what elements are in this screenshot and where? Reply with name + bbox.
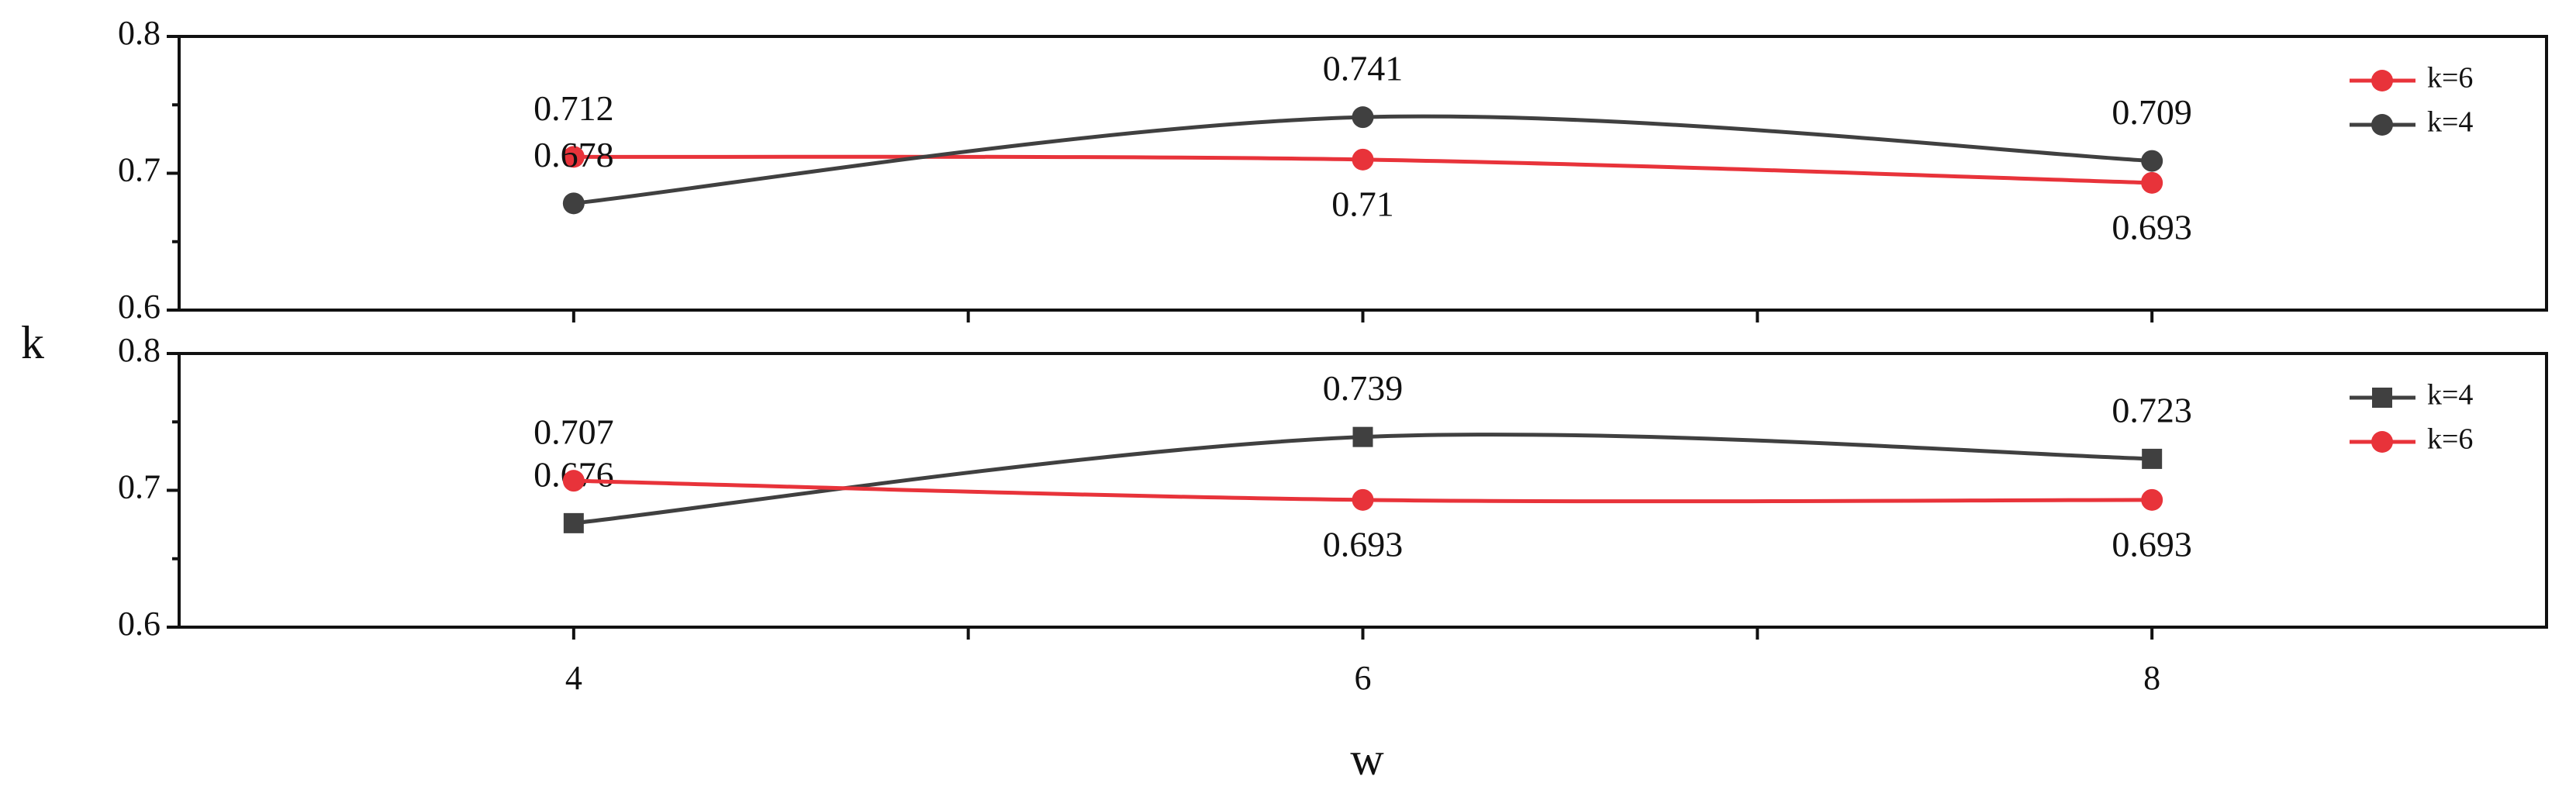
data-label: 0.723: [2112, 390, 2192, 429]
y-axis-label: k: [21, 317, 44, 368]
legend-marker: [2371, 431, 2393, 453]
point: [2141, 171, 2163, 194]
y-tick-label: 0.7: [118, 468, 161, 506]
point: [1352, 106, 1374, 129]
data-label: 0.678: [534, 135, 614, 174]
y-tick-label: 0.6: [118, 605, 161, 643]
point: [2141, 150, 2163, 172]
data-label: 0.693: [2112, 207, 2192, 247]
point: [1352, 426, 1373, 447]
data-label: 0.739: [1323, 368, 1404, 408]
x-axis-label: w: [1350, 733, 1384, 785]
point: [2142, 448, 2163, 469]
data-label: 0.693: [1323, 524, 1404, 564]
point: [562, 146, 585, 168]
data-label: 0.741: [1323, 49, 1404, 88]
point: [563, 512, 584, 533]
legend-label: k=6: [2427, 62, 2473, 95]
data-label: 0.707: [534, 412, 614, 452]
y-tick-label: 0.8: [118, 14, 161, 52]
data-label: 0.71: [1331, 184, 1394, 223]
legend-label: k=6: [2427, 423, 2473, 456]
point: [562, 192, 585, 215]
x-tick-label: 8: [2143, 659, 2160, 697]
legend-marker: [2371, 70, 2393, 91]
x-tick-label: 6: [1355, 659, 1372, 697]
y-tick-label: 0.8: [118, 331, 161, 369]
legend-label: k=4: [2427, 106, 2473, 139]
x-tick-label: 4: [565, 659, 582, 697]
legend-marker: [2371, 114, 2393, 136]
data-label: 0.712: [534, 88, 614, 128]
point: [1352, 488, 1374, 511]
legend-label: k=4: [2427, 379, 2473, 412]
data-label: 0.709: [2112, 92, 2192, 132]
point: [562, 470, 585, 492]
y-tick-label: 0.7: [118, 151, 161, 189]
legend-marker: [2372, 388, 2392, 408]
point: [2141, 488, 2163, 511]
data-label: 0.693: [2112, 524, 2192, 564]
y-tick-label: 0.6: [118, 288, 161, 326]
point: [1352, 148, 1374, 171]
